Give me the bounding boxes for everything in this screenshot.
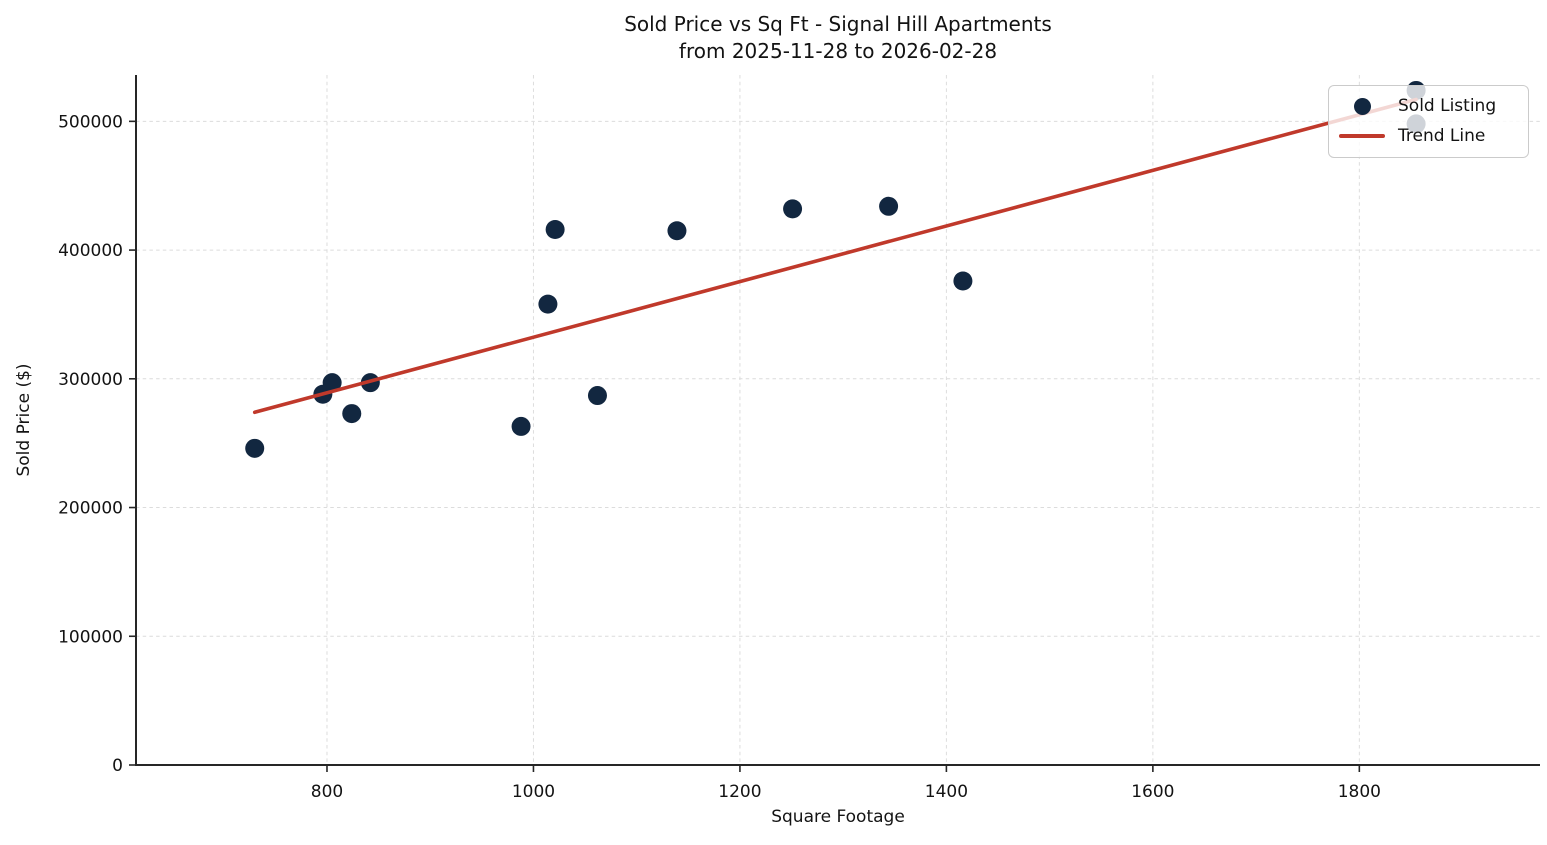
legend-label-sold-listing: Sold Listing <box>1398 96 1497 116</box>
legend-item-trend-line: Trend Line <box>1339 125 1518 147</box>
trend-line <box>252 97 1418 415</box>
scatter-point <box>322 373 342 393</box>
scatter-point <box>587 386 607 406</box>
y-tick-label: 500000 <box>58 112 123 132</box>
trend-line-icon <box>1339 134 1385 138</box>
scatter-point <box>538 294 558 314</box>
scatter-point <box>953 271 973 291</box>
x-tick-label: 1000 <box>512 782 555 802</box>
x-tick-label: 1800 <box>1338 782 1381 802</box>
sold-listing-marker-slot <box>1339 97 1385 115</box>
scatter-point <box>245 438 265 458</box>
y-axis-label: Sold Price ($) <box>14 363 34 477</box>
y-tick-label: 100000 <box>58 627 123 647</box>
y-tick-label: 0 <box>112 756 123 776</box>
x-tick-label: 1200 <box>718 782 761 802</box>
y-tick-label: 400000 <box>58 241 123 261</box>
scatter-point <box>667 221 687 241</box>
scatter-dot-icon <box>1353 97 1371 115</box>
x-axis-label: Square Footage <box>771 807 905 827</box>
scatter-point <box>545 219 565 239</box>
scatter-point <box>511 416 531 436</box>
y-tick-label: 300000 <box>58 370 123 390</box>
y-tick-label: 200000 <box>58 499 123 519</box>
chart-title: Sold Price vs Sq Ft - Signal Hill Apartm… <box>136 11 1540 65</box>
x-tick-label: 1600 <box>1131 782 1174 802</box>
x-tick-label: 800 <box>311 782 343 802</box>
legend-label-trend-line: Trend Line <box>1398 126 1486 146</box>
legend-item-sold-listing: Sold Listing <box>1339 95 1518 117</box>
scatter-point <box>342 404 362 424</box>
scatter-point <box>783 199 803 219</box>
chart-title-line2: from 2025-11-28 to 2026-02-28 <box>678 39 998 63</box>
chart-title-line1: Sold Price vs Sq Ft - Signal Hill Apartm… <box>624 12 1052 36</box>
scatter-point <box>879 196 899 216</box>
x-tick-label: 1400 <box>925 782 968 802</box>
legend: Sold Listing Trend Line <box>1328 85 1529 158</box>
trend-line-marker-slot <box>1339 134 1385 138</box>
